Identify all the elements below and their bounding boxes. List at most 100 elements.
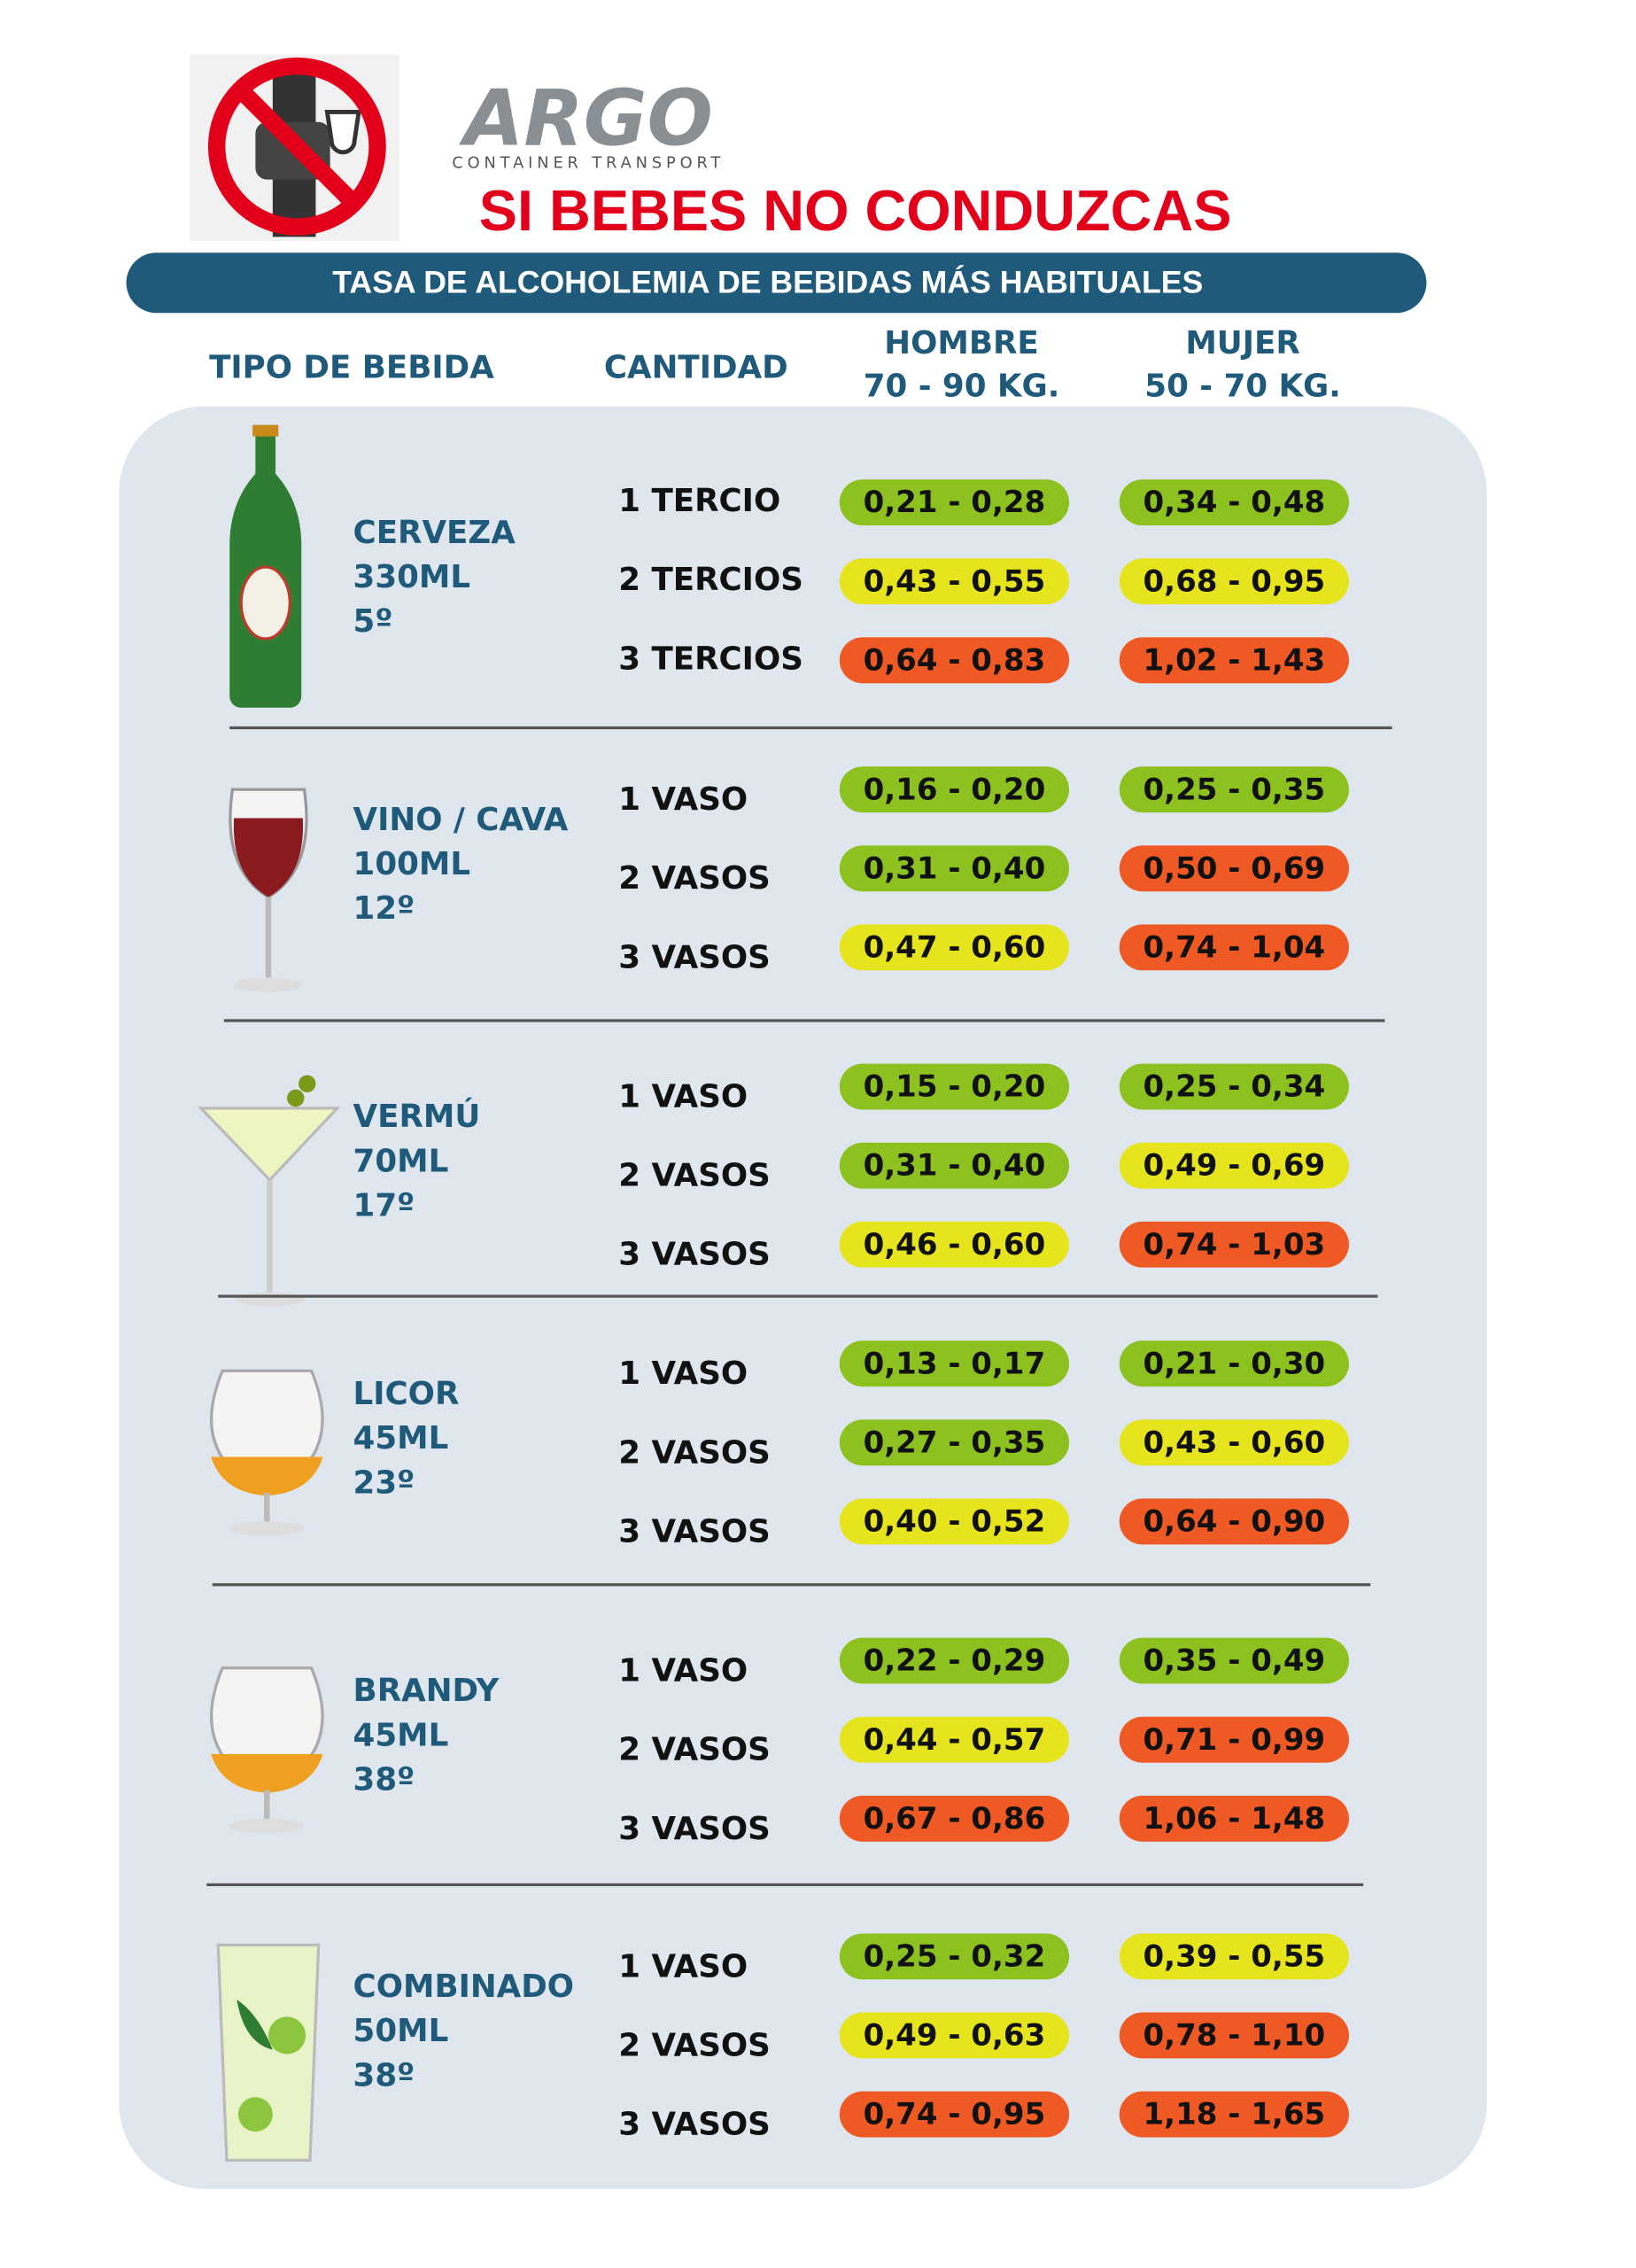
bac-pill (1119, 845, 1349, 892)
drink-volume: 45ML (353, 1420, 449, 1456)
quantity: 1 VASO (618, 1078, 748, 1115)
drink-volume: 70ML (353, 1143, 449, 1179)
bac-range: 0,44 - 0,57 (864, 1722, 1046, 1758)
bac-range: 0,74 - 1,03 (1144, 1227, 1326, 1262)
bac-range: 0,74 - 0,95 (864, 2097, 1046, 2132)
bac-range: 0,43 - 0,55 (864, 563, 1046, 599)
bac-pill (839, 479, 1070, 526)
bac-pill (1119, 1419, 1349, 1466)
drink-icon (229, 788, 308, 992)
quantity: 3 VASOS (618, 939, 771, 975)
bac-pill (1119, 1142, 1349, 1189)
icon-part (264, 1790, 270, 1822)
quantity: 3 VASOS (618, 1513, 771, 1550)
bac-pill (1119, 766, 1349, 813)
quantity: 1 TERCIO (618, 483, 780, 519)
bac-pill (839, 845, 1070, 892)
bac-pill (839, 1933, 1070, 1980)
drink-volume: 50ML (353, 2013, 449, 2049)
bac-range: 0,47 - 0,60 (864, 929, 1046, 965)
drink-degree: 38º (353, 1762, 415, 1798)
drink-volume: 100ML (353, 846, 471, 882)
bac-pill (839, 558, 1070, 605)
quantity: 3 VASOS (618, 1237, 771, 1273)
bac-pill (1119, 924, 1349, 971)
column-header: TIPO DE BEBIDA (209, 349, 494, 385)
column-header: HOMBRE (884, 325, 1038, 361)
bac-pill (1119, 1637, 1349, 1684)
bac-range: 0,27 - 0,35 (864, 1425, 1046, 1460)
drink-volume: 45ML (353, 1717, 449, 1753)
bac-range: 0,31 - 0,40 (864, 850, 1046, 886)
bac-pill (1119, 1340, 1349, 1387)
bac-pill (1119, 1498, 1349, 1545)
bac-pill (839, 1419, 1070, 1466)
bac-pill (839, 1142, 1070, 1189)
icon-part (239, 565, 291, 641)
quantity: 1 VASO (618, 781, 748, 818)
bac-pill (1119, 1795, 1349, 1842)
bac-range: 0,78 - 1,10 (1144, 2018, 1326, 2054)
bac-range: 0,35 - 0,49 (1144, 1643, 1326, 1679)
column-header: 50 - 70 KG. (1144, 369, 1341, 405)
icon-part (265, 897, 272, 983)
slogan: SI BEBES NO CONDUZCAS (479, 178, 1232, 243)
icon-part (235, 1292, 305, 1307)
drink-degree: 38º (353, 2057, 415, 2093)
quantity: 2 VASOS (618, 2027, 771, 2063)
bac-pill (1119, 2091, 1349, 2138)
drink-icon (216, 1943, 321, 2163)
column-header: CANTIDAD (604, 349, 788, 385)
quantity: 3 TERCIOS (618, 641, 803, 677)
bac-pill (839, 766, 1070, 813)
quantity: 3 VASOS (618, 1811, 771, 1847)
bac-pill (1119, 479, 1349, 526)
bac-pill (839, 1221, 1070, 1268)
icon-part (267, 1179, 273, 1295)
bac-pill (839, 1063, 1070, 1110)
drink-degree: 17º (353, 1188, 415, 1224)
bac-pill (839, 2091, 1070, 2138)
icon-part (211, 1456, 323, 1496)
bac-pill (1119, 1063, 1349, 1110)
bac-range: 0,64 - 0,83 (864, 642, 1046, 678)
drink-icon (229, 424, 302, 708)
drink-degree: 12º (353, 890, 415, 927)
icon-part (211, 1753, 323, 1793)
bac-range: 0,39 - 0,55 (1144, 1938, 1326, 1974)
icon-part (198, 1107, 341, 1183)
banner (126, 252, 1427, 314)
bac-range: 0,34 - 0,48 (1144, 485, 1326, 520)
brand-logo: ARGO (459, 73, 713, 163)
bac-range: 0,25 - 0,35 (1144, 772, 1326, 807)
bac-pill (839, 1716, 1070, 1763)
bac-pill (839, 2012, 1070, 2059)
quantity: 2 VASOS (618, 1158, 771, 1194)
drink-degree: 23º (353, 1464, 415, 1501)
bac-pill (1119, 1221, 1349, 1268)
drink-name: VERMÚ (353, 1098, 481, 1135)
bac-range: 0,67 - 0,86 (864, 1801, 1046, 1837)
brand-subtitle: CONTAINER TRANSPORT (452, 154, 725, 173)
bac-pill (1119, 558, 1349, 605)
bac-range: 0,68 - 0,95 (1144, 563, 1326, 599)
bac-range: 0,16 - 0,20 (864, 772, 1046, 807)
banner-text: TASA DE ALCOHOLEMIA DE BEBIDAS MÁS HABIT… (332, 264, 1203, 299)
icon-part (236, 1999, 273, 2050)
bac-range: 0,71 - 0,99 (1144, 1722, 1326, 1758)
bac-range: 0,31 - 0,40 (864, 1148, 1046, 1184)
bac-pill (839, 924, 1070, 971)
quantity: 2 TERCIOS (618, 562, 803, 598)
bac-range: 0,21 - 0,30 (1144, 1346, 1326, 1381)
bac-pill (839, 1637, 1070, 1684)
drink-degree: 5º (353, 603, 393, 640)
icon-part (233, 818, 304, 897)
bac-range: 0,64 - 0,90 (1144, 1504, 1326, 1540)
icon-part (237, 2097, 273, 2132)
bac-range: 1,06 - 1,48 (1144, 1801, 1326, 1837)
bac-range: 0,40 - 0,52 (864, 1504, 1046, 1540)
prohibition-icon (189, 54, 399, 242)
bac-range: 0,13 - 0,17 (864, 1346, 1046, 1381)
bac-range: 0,15 - 0,20 (864, 1069, 1046, 1105)
